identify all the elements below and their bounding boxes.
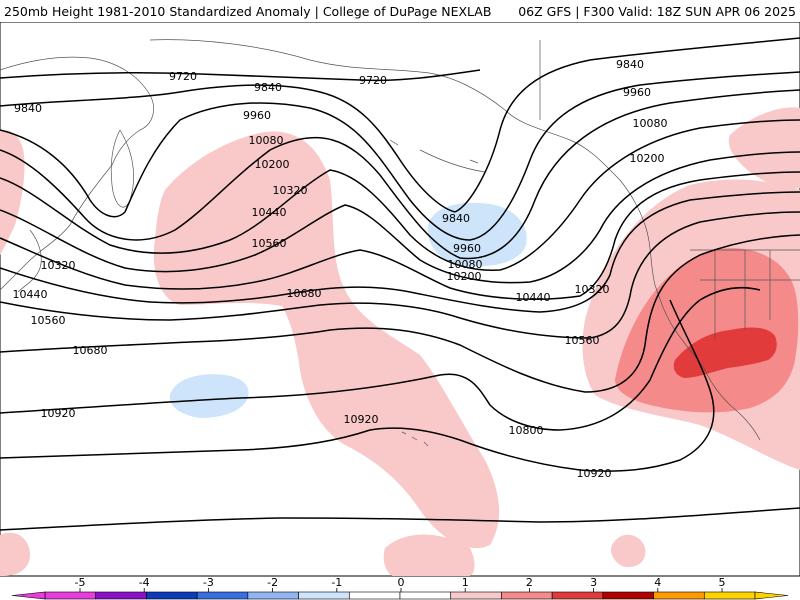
contour-label: 10200 xyxy=(630,152,665,165)
colorbar-swatch xyxy=(551,591,604,600)
positive-anomaly-region xyxy=(0,532,30,576)
colorbar-tick-label: 5 xyxy=(719,576,726,589)
contour-label: 10080 xyxy=(249,134,284,147)
height-contours xyxy=(0,37,800,531)
colorbar-tick-label: -5 xyxy=(75,576,86,589)
colorbar-swatch xyxy=(247,591,299,600)
contour-label: 9840 xyxy=(616,58,644,71)
positive-anomaly-region xyxy=(383,534,475,576)
contour-line xyxy=(0,191,800,313)
model-run-label: 06Z GFS | F300 Valid: 18Z SUN APR 06 202… xyxy=(518,4,796,19)
contour-labels: 9720 9720 9840 9840 9840 9840 9960 9960 … xyxy=(13,58,668,480)
contour-label: 10320 xyxy=(273,184,308,197)
contour-label: 10560 xyxy=(252,237,287,250)
contour-line xyxy=(0,37,800,213)
colorbar-swatch xyxy=(348,591,401,600)
colorbar-swatch xyxy=(298,591,350,600)
contour-label: 10680 xyxy=(73,344,108,357)
contour-label: 10440 xyxy=(13,288,48,301)
positive-anomaly-region xyxy=(728,107,800,189)
contour-line xyxy=(0,299,715,472)
colorbar-tick-label: 2 xyxy=(526,576,533,589)
contour-label: 10920 xyxy=(344,413,379,426)
contour-line xyxy=(0,89,800,260)
colorbar-tick-label: 0 xyxy=(398,576,405,589)
negative-anomaly-region xyxy=(427,202,527,267)
colorbar-swatches xyxy=(11,591,789,600)
colorbar-swatch xyxy=(602,591,654,600)
contour-label: 10320 xyxy=(41,259,76,272)
colorbar-swatch xyxy=(196,591,249,600)
colorbar-ticks: -5 -4 -3 -2 -1 0 1 2 3 4 5 xyxy=(75,576,726,592)
state-borders xyxy=(539,40,800,340)
contour-label: 9840 xyxy=(254,81,282,94)
contour-label: 10080 xyxy=(448,258,483,271)
coastline-japan xyxy=(17,229,42,293)
colorbar-swatch xyxy=(95,591,147,600)
contour-label: 10440 xyxy=(516,291,551,304)
colorbar-swatch xyxy=(501,591,553,600)
colorbar-swatch xyxy=(44,591,97,600)
contour-line xyxy=(0,211,800,339)
colorbar-tick-label: -1 xyxy=(331,576,342,589)
colorbar-max-arrow xyxy=(754,591,789,600)
colorbar-swatch xyxy=(450,591,502,600)
contour-label: 9960 xyxy=(453,242,481,255)
colorbar-tick-label: 4 xyxy=(654,576,661,589)
contour-label: 9840 xyxy=(14,102,42,115)
colorbar-tick-label: -4 xyxy=(139,576,150,589)
contour-label: 10440 xyxy=(252,206,287,219)
colorbar-tick-label: -2 xyxy=(267,576,278,589)
contour-label: 10200 xyxy=(447,270,482,283)
coastlines xyxy=(0,39,800,447)
aleutian-islands xyxy=(389,139,486,173)
contour-label: 10320 xyxy=(575,283,610,296)
colorbar: -5 -4 -3 -2 -1 0 1 2 3 4 5 xyxy=(11,576,789,600)
hawaiian-islands xyxy=(401,431,429,447)
contour-label: 9960 xyxy=(623,86,651,99)
contour-label: 9960 xyxy=(243,109,271,122)
positive-anomaly-region xyxy=(0,129,25,255)
colorbar-swatch xyxy=(399,591,452,600)
contour-line xyxy=(0,119,800,271)
contour-line xyxy=(0,69,481,82)
coastline-north-america xyxy=(644,224,761,441)
contour-label: 9720 xyxy=(169,70,197,83)
positive-anomaly-region xyxy=(611,534,646,568)
contour-label: 10560 xyxy=(565,334,600,347)
contour-label: 10920 xyxy=(41,407,76,420)
colorbar-tick-label: 3 xyxy=(590,576,597,589)
contour-line xyxy=(0,286,761,431)
colorbar-min-arrow xyxy=(11,591,46,600)
coastline-asia xyxy=(0,56,154,291)
contour-label: 9720 xyxy=(359,74,387,87)
colorbar-swatch xyxy=(653,591,705,600)
contour-line xyxy=(0,171,800,301)
contour-line xyxy=(0,507,800,531)
contour-line xyxy=(0,234,800,393)
colorbar-tick-label: 1 xyxy=(462,576,469,589)
contour-line xyxy=(0,71,800,241)
contour-label: 10560 xyxy=(31,314,66,327)
contour-line xyxy=(0,151,800,284)
map-title: 250mb Height 1981-2010 Standardized Anom… xyxy=(4,4,492,19)
negative-anomaly-region xyxy=(169,374,249,418)
contour-label: 10080 xyxy=(633,117,668,130)
contour-label: 9840 xyxy=(442,212,470,225)
contour-label: 10200 xyxy=(255,158,290,171)
contour-label: 10680 xyxy=(287,287,322,300)
coastline-alaska xyxy=(149,39,646,226)
contour-label: 10920 xyxy=(577,467,612,480)
colorbar-swatch xyxy=(703,591,756,600)
contour-label: 10800 xyxy=(509,424,544,437)
colorbar-tick-label: -3 xyxy=(203,576,214,589)
colorbar-swatch xyxy=(146,591,198,600)
coastline-kamchatka xyxy=(110,129,134,208)
anomaly-map: 9720 9720 9840 9840 9840 9840 9960 9960 … xyxy=(0,22,800,600)
